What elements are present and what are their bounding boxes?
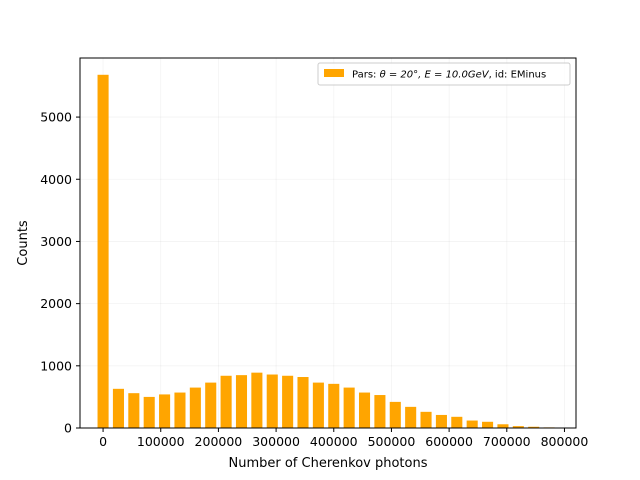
- plot-frame: [79, 57, 577, 429]
- x-tick-label: 0: [99, 434, 107, 449]
- y-tick-label: 1000: [40, 358, 72, 373]
- bar: [328, 383, 340, 428]
- x-tick-label: 600000: [425, 434, 473, 449]
- y-tick-label: 3000: [40, 234, 72, 249]
- bar: [512, 426, 524, 428]
- x-tick-label: 700000: [483, 434, 531, 449]
- bar: [205, 382, 217, 428]
- y-axis: 0 1000 2000 3000 4000 5000: [40, 110, 80, 436]
- legend-label-prefix: Pars:: [352, 70, 380, 81]
- bar: [189, 387, 201, 428]
- bar: [466, 420, 478, 428]
- legend-label: Pars: θ = 20°, E = 10.0GeV, id: EMinus: [352, 70, 546, 81]
- bar: [420, 411, 432, 428]
- grid: [80, 58, 576, 429]
- bar: [174, 392, 186, 428]
- bar: [389, 401, 401, 428]
- legend-label-suffix: , id: EMinus: [489, 70, 547, 81]
- x-tick-label: 200000: [195, 434, 243, 449]
- x-axis: 0 100000 200000 300000 400000 500000 600000 700…: [99, 428, 588, 449]
- x-tick-label: 400000: [310, 434, 358, 449]
- y-tick-label: 4000: [40, 172, 72, 187]
- bar: [374, 395, 386, 428]
- y-tick-label: 2000: [40, 296, 72, 311]
- legend: Pars: θ = 20°, E = 10.0GeV, id: EMinus: [317, 62, 571, 86]
- bar: [405, 406, 417, 428]
- y-tick-label: 5000: [40, 110, 72, 125]
- legend-swatch: [324, 69, 344, 77]
- legend-box: [317, 62, 571, 86]
- bar: [143, 396, 155, 428]
- bar: [343, 387, 355, 428]
- bar: [251, 372, 263, 428]
- bar: [97, 74, 109, 428]
- x-tick-label: 500000: [368, 434, 416, 449]
- bar: [297, 377, 309, 428]
- bar: [497, 424, 509, 428]
- bar: [482, 421, 494, 428]
- x-tick-label: 800000: [541, 434, 589, 449]
- bar: [128, 393, 140, 428]
- bar: [266, 374, 278, 428]
- bar: [159, 394, 171, 428]
- y-axis-label: Counts: [16, 220, 31, 266]
- bar: [220, 375, 232, 428]
- bar: [435, 414, 447, 428]
- bar: [235, 375, 248, 428]
- bars: [97, 74, 555, 428]
- bar: [451, 416, 463, 428]
- bar: [282, 375, 294, 428]
- bar: [528, 426, 540, 428]
- bar: [112, 388, 124, 428]
- bar: [312, 382, 324, 428]
- x-tick-label: 100000: [137, 434, 185, 449]
- x-axis-label: Number of Cherenkov photons: [229, 456, 428, 471]
- x-tick-label: 300000: [252, 434, 300, 449]
- bar: [358, 392, 371, 428]
- y-tick-label: 0: [64, 421, 72, 436]
- legend-label-math: θ = 20°, E = 10.0GeV: [380, 70, 490, 81]
